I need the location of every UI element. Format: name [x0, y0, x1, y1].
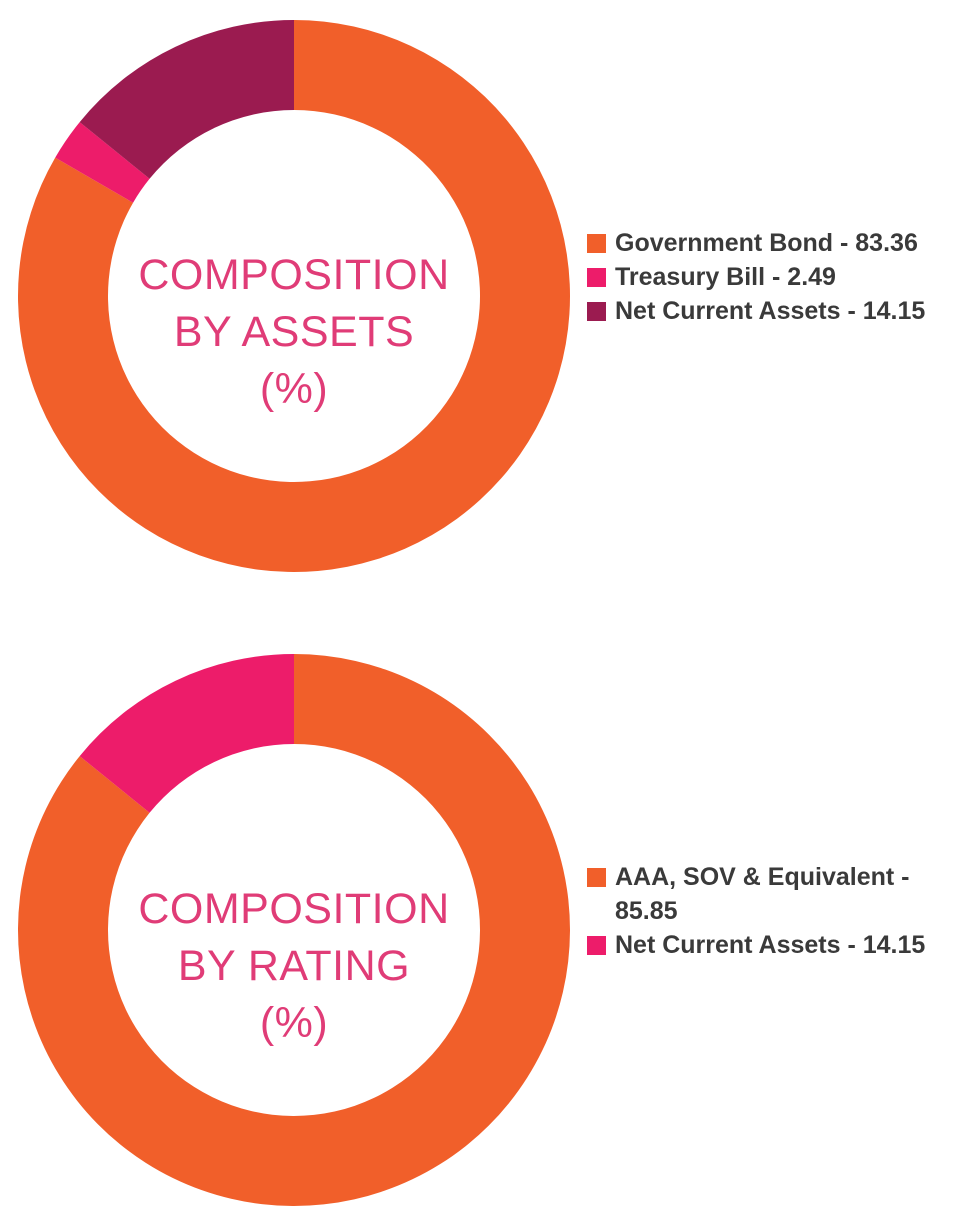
assets-center-label: COMPOSITION BY ASSETS (%): [86, 247, 502, 418]
assets-legend: Government Bond - 83.36 Treasury Bill - …: [587, 226, 957, 328]
legend-swatch: [587, 936, 606, 955]
donut-slice-1: [55, 122, 150, 203]
donut-slice-1: [79, 654, 294, 813]
donut-slice-0: [18, 20, 570, 572]
legend-label: AAA, SOV & Equivalent - 85.85: [615, 863, 910, 925]
legend-swatch: [587, 868, 606, 887]
legend-item-net-current-assets: Net Current Assets - 14.15: [587, 294, 957, 328]
rating-legend: AAA, SOV & Equivalent - 85.85 Net Curren…: [587, 860, 957, 962]
donut-slice-2: [79, 20, 294, 179]
rating-donut: [18, 654, 570, 1206]
legend-item-aaa-sov-equivalent: AAA, SOV & Equivalent - 85.85: [587, 860, 957, 928]
rating-center-line-3: (%): [259, 999, 329, 1047]
assets-donut: [18, 20, 570, 572]
composition-by-rating-chart: COMPOSITION BY RATING (%) AAA, SOV & Equ…: [0, 644, 968, 1206]
legend-label: Net Current Assets - 14.15: [615, 297, 926, 325]
legend-swatch: [587, 234, 606, 253]
donut-slice-0: [18, 654, 570, 1206]
assets-center-line-2: BY ASSETS: [173, 308, 415, 356]
legend-item-net-current-assets: Net Current Assets - 14.15: [587, 928, 957, 962]
legend-label: Government Bond - 83.36: [615, 229, 918, 257]
legend-label: Net Current Assets - 14.15: [615, 931, 926, 959]
assets-center-line-3: (%): [259, 365, 329, 413]
legend-swatch: [587, 268, 606, 287]
legend-swatch: [587, 302, 606, 321]
legend-item-government-bond: Government Bond - 83.36: [587, 226, 957, 260]
legend-label: Treasury Bill - 2.49: [615, 263, 836, 291]
rating-center-label: COMPOSITION BY RATING (%): [86, 881, 502, 1052]
assets-center-line-1: COMPOSITION: [138, 251, 450, 299]
rating-center-line-2: BY RATING: [177, 942, 411, 990]
composition-by-assets-chart: COMPOSITION BY ASSETS (%) Government Bon…: [0, 10, 968, 572]
legend-item-treasury-bill: Treasury Bill - 2.49: [587, 260, 957, 294]
rating-center-line-1: COMPOSITION: [138, 885, 450, 933]
